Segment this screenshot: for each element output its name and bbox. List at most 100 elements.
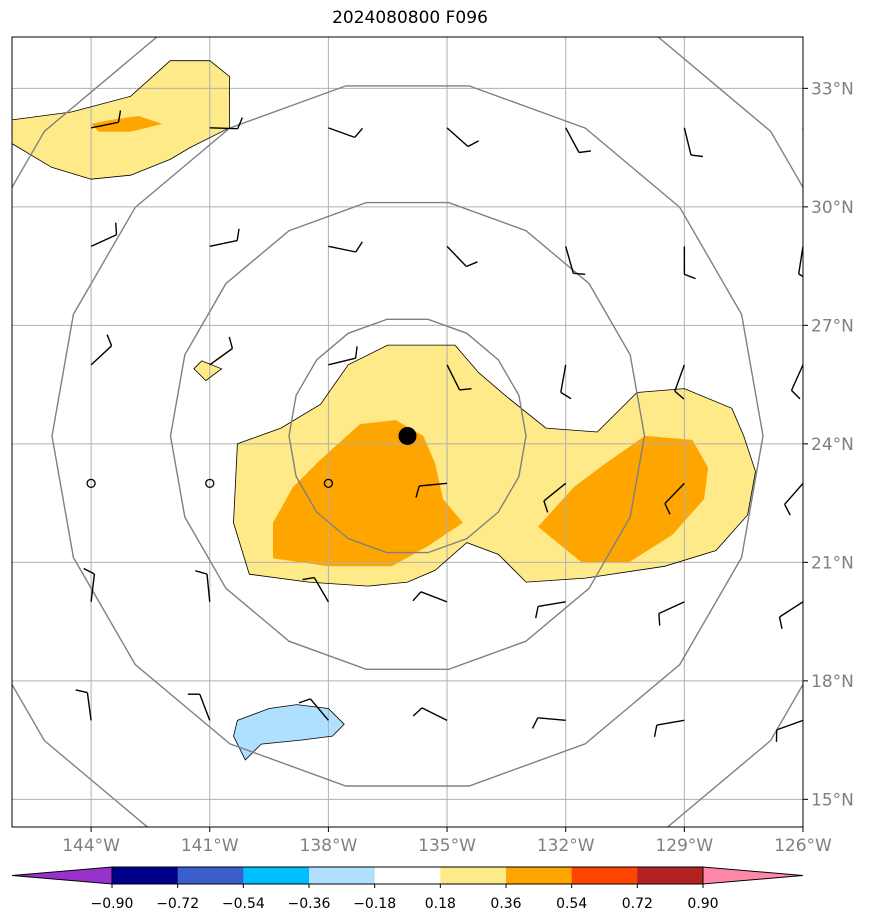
- wind-barb-37: [328, 127, 364, 139]
- barb-shaft-11: [537, 601, 566, 608]
- y-tick-label-1: 18°N: [811, 672, 854, 692]
- chart-title: 2024080800 F096: [332, 8, 488, 28]
- wind-barb-6: [775, 719, 803, 742]
- wind-barb-7: [83, 567, 96, 602]
- wind-barb-10: [412, 591, 448, 603]
- barb-flag-4: [531, 717, 539, 729]
- barb-flag-34: [798, 273, 803, 278]
- barb-flag-26: [674, 390, 685, 400]
- barb-flag-7: [83, 567, 95, 575]
- barb-flag-22: [228, 336, 234, 349]
- barb-shaft-7: [90, 573, 96, 602]
- wind-barb-21: [90, 334, 113, 366]
- barb-shaft-40: [683, 127, 692, 156]
- colorbar-tick-label-6: 0.36: [490, 896, 521, 912]
- y-tick-label-6: 33°N: [811, 79, 854, 99]
- colorbar-tick-label-8: 0.72: [622, 896, 653, 912]
- wind-barb-32: [565, 246, 586, 275]
- wind-barb-39: [565, 127, 591, 154]
- wind-barbs: [75, 110, 803, 742]
- wind-barb-11: [535, 601, 566, 619]
- barb-shaft-31: [446, 245, 467, 267]
- wind-barb-22: [209, 336, 234, 366]
- barb-shaft-13: [779, 601, 803, 618]
- barb-shaft-36: [209, 127, 238, 130]
- barb-flag-5: [653, 724, 658, 738]
- barb-flag-18: [543, 500, 549, 513]
- wind-barb-16: [323, 478, 334, 489]
- barb-shaft-22: [209, 347, 233, 366]
- wind-barb-28: [90, 222, 118, 247]
- colorbar: −0.90 −0.72 −0.54 −0.36 −0.18 0.18 0.36 0.54 0.7…: [11, 866, 804, 912]
- barb-shaft-27: [790, 364, 803, 391]
- calm-circle-15: [205, 478, 215, 489]
- barb-flag-11: [535, 606, 539, 619]
- barb-flag-28: [115, 222, 118, 235]
- barb-shaft-38: [446, 127, 469, 148]
- range-rings: [12, 37, 803, 827]
- wind-barb-0: [75, 689, 92, 721]
- calm-circle-14: [86, 478, 96, 489]
- filled-region-1: [91, 116, 163, 132]
- x-tick-label-3: 135°W: [418, 836, 476, 856]
- wind-barb-4: [531, 717, 566, 729]
- x-tick-label-1: 141°W: [181, 836, 239, 856]
- barb-shaft-3: [421, 707, 448, 721]
- wind-barb-1: [187, 693, 211, 721]
- wind-barb-19: [664, 482, 685, 515]
- colorbar-segment-6: [506, 867, 573, 884]
- barb-shaft-26: [674, 364, 686, 392]
- barb-shaft-28: [90, 234, 117, 247]
- colorbar-tick-label-5: 0.18: [425, 896, 456, 912]
- barb-flag-23: [354, 346, 358, 359]
- barb-shaft-1: [199, 693, 211, 721]
- barb-shaft-21: [90, 345, 113, 366]
- storm-center-dot: [398, 426, 417, 445]
- wind-barb-23: [328, 346, 358, 366]
- wind-barb-41: [802, 127, 803, 140]
- filled-region-4: [273, 420, 463, 567]
- colorbar-tick-label-2: −0.54: [222, 896, 265, 912]
- barb-flag-25: [560, 391, 572, 400]
- filled-contours: [12, 60, 756, 760]
- y-tick-label-5: 30°N: [811, 198, 854, 218]
- colorbar-segment-2: [243, 867, 310, 884]
- colorbar-extend-high: [702, 866, 804, 885]
- wind-barb-9: [302, 576, 330, 603]
- barb-shaft-23: [328, 357, 356, 366]
- colorbar-segment-1: [177, 867, 244, 884]
- barb-shaft-2: [309, 698, 329, 721]
- barb-shaft-17: [419, 482, 448, 487]
- wind-barb-33: [683, 246, 696, 280]
- barb-shaft-25: [560, 364, 567, 393]
- colorbar-tick-label-7: 0.54: [556, 896, 587, 912]
- colorbar-tick-label-9: 0.90: [687, 896, 718, 912]
- barb-shaft-29: [209, 239, 238, 248]
- barb-flag-27: [791, 389, 801, 400]
- barb-flag-0: [75, 689, 88, 694]
- colorbar-segment-5: [440, 867, 507, 884]
- range-ring-1: [169, 201, 646, 670]
- barb-shaft-8: [206, 573, 211, 602]
- barb-flag-38: [467, 140, 479, 148]
- wind-barb-30: [328, 241, 363, 253]
- barb-shaft-6: [776, 719, 803, 731]
- wind-barb-18: [543, 482, 567, 513]
- wind-barb-2: [298, 698, 329, 721]
- barb-flag-39: [578, 150, 591, 154]
- y-tick-label-0: 15°N: [811, 790, 854, 810]
- map-frame: [11, 36, 804, 828]
- barb-flag-17: [415, 485, 420, 498]
- barb-flag-9: [302, 576, 315, 581]
- x-tick-label-0: 144°W: [62, 836, 120, 856]
- x-tick-label-2: 138°W: [300, 836, 358, 856]
- wind-barb-26: [674, 364, 686, 400]
- barb-shaft-32: [565, 246, 574, 274]
- wind-barb-5: [653, 719, 685, 738]
- barb-flag-29: [236, 228, 240, 241]
- wind-barb-15: [205, 478, 215, 489]
- wind-barb-12: [658, 601, 685, 626]
- colorbar-segment-8: [637, 867, 704, 884]
- wind-barb-36: [209, 117, 243, 130]
- range-ring-2: [51, 85, 764, 787]
